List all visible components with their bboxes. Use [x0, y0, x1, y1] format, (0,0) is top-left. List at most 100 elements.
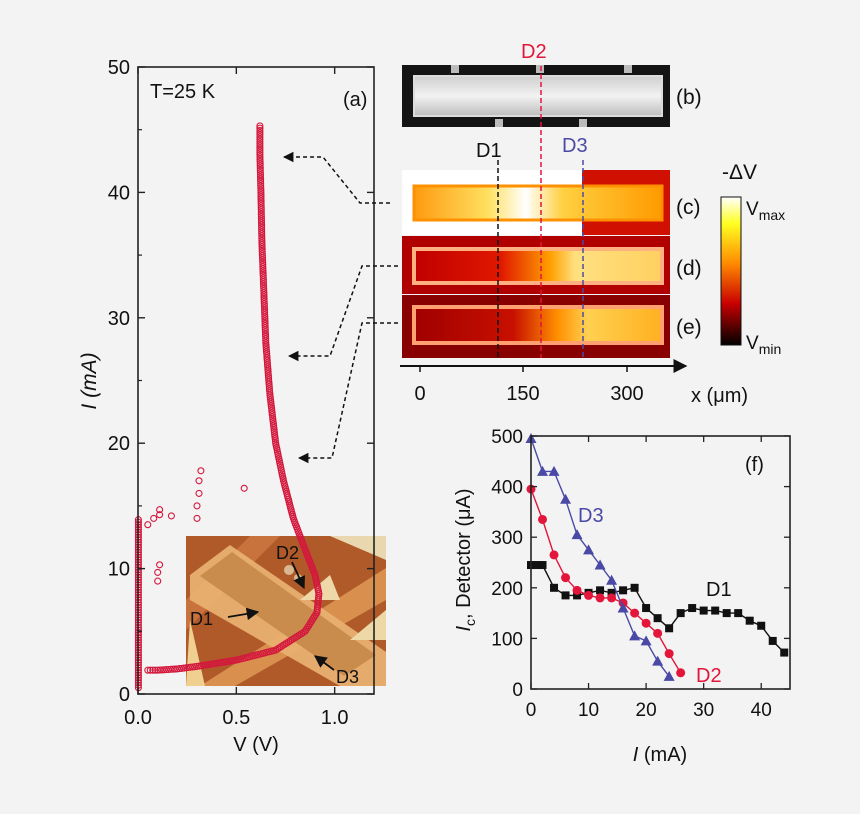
plot-a-ytick-label: 0 [119, 684, 130, 706]
iv-data-point [266, 393, 274, 401]
data-point [537, 465, 549, 476]
iv-data-point [265, 385, 273, 393]
plot-f-ytick-label: 200 [491, 579, 523, 600]
iv-data-point [262, 343, 270, 351]
iv-data-point [259, 276, 267, 284]
plot-f-ytick-label: 300 [491, 528, 523, 549]
dashed-arrow-d [287, 265, 398, 362]
iv-data-point [262, 334, 270, 343]
dashed-arrow-e [297, 322, 398, 464]
data-point [630, 583, 639, 592]
image-b-strip [413, 75, 663, 117]
iv-data-point [271, 435, 279, 443]
iv-data-point [256, 153, 264, 161]
plot-a-ytick-label: 50 [108, 57, 130, 79]
data-point [538, 514, 548, 524]
iv-data-point [256, 140, 264, 148]
iv-data-point [266, 389, 274, 397]
iv-data-point [193, 514, 201, 522]
image-b-pad [579, 119, 587, 127]
iv-data-point [256, 146, 264, 154]
data-point [629, 630, 641, 641]
data-point [573, 591, 582, 600]
curve-to-image-arrows [282, 151, 398, 464]
iv-data-point [258, 252, 266, 260]
iv-data-point [258, 243, 266, 251]
iv-data-point [258, 254, 267, 262]
iv-data-point [197, 467, 205, 475]
iv-data-point [256, 137, 264, 146]
iv-data-point [258, 232, 266, 240]
iv-data-point [256, 142, 264, 150]
iv-data-point [279, 641, 287, 649]
inset-label-d3: D3 [336, 667, 359, 687]
colorbar-min: Vmin [746, 333, 781, 357]
plot-a-ylabel: I (mA) [78, 352, 101, 409]
iv-data-point [154, 577, 162, 585]
iv-data-point [257, 177, 265, 185]
detector-label-d3: D3 [562, 135, 588, 157]
image-b-pad [624, 65, 632, 73]
iv-data-point [269, 413, 277, 421]
plot-a-xlabel: V (V) [233, 734, 279, 756]
colorbar: -ΔV Vmax Vmin [720, 161, 785, 357]
data-point [619, 586, 628, 595]
plot-f-xtick-label: 30 [693, 700, 714, 721]
iv-data-point [257, 208, 265, 216]
panel-f-label: (f) [745, 454, 764, 476]
iv-data-point [259, 267, 267, 275]
iv-data-point [195, 489, 203, 497]
colorbar-max: Vmax [746, 199, 785, 223]
data-point [642, 604, 651, 613]
series-line [530, 488, 682, 674]
iv-data-point [144, 666, 152, 674]
iv-data-point [256, 124, 264, 132]
data-point [607, 593, 617, 603]
colorbar-title: -ΔV [722, 161, 757, 184]
iv-data-point [256, 149, 264, 157]
iv-data-point [260, 300, 268, 308]
iv-data-point [273, 645, 282, 653]
data-point [538, 561, 547, 570]
plot-a-xtick-label: 0.0 [124, 707, 152, 729]
iv-data-point [277, 643, 285, 651]
iv-data-point [256, 144, 264, 152]
iv-data-point [144, 521, 152, 529]
data-point [550, 583, 559, 592]
image-b-pad [536, 65, 544, 73]
iv-data-point [146, 666, 154, 674]
data-point [653, 614, 662, 623]
iv-data-point [256, 135, 264, 143]
iv-data-point [156, 561, 164, 569]
data-point [745, 616, 754, 625]
iv-data-point [193, 502, 201, 510]
inset-label-d2: D2 [276, 543, 299, 563]
iv-data-point [257, 175, 265, 183]
iv-data-point [269, 420, 277, 428]
panel-e-label: (e) [676, 316, 702, 339]
iv-data-point [169, 665, 177, 673]
image-x-label: x (μm) [691, 385, 748, 407]
data-point [676, 668, 686, 678]
data-point [734, 609, 743, 618]
iv-data-point [257, 186, 265, 194]
iv-data-point [256, 166, 264, 174]
series-label-d3: D3 [578, 505, 604, 527]
iv-data-point [262, 345, 270, 353]
image-b-pad [495, 119, 503, 127]
panel-a-label: (a) [343, 89, 367, 111]
iv-data-point [165, 665, 173, 674]
inset-arrow-d3 [313, 655, 335, 671]
plot-f-series [525, 433, 789, 681]
data-point [653, 628, 663, 638]
iv-data-point [260, 289, 268, 297]
iv-data-point [256, 162, 264, 170]
plot-a-ytick-label: 30 [108, 308, 130, 330]
panel-f-critical-current: 0 100 200 300 400 500 0 10 20 30 40 (f) I (mA) Ic,… [453, 427, 791, 766]
iv-data-point [256, 173, 265, 181]
image-b-pad [451, 65, 459, 73]
data-point [583, 544, 595, 555]
iv-data-point [256, 168, 264, 177]
data-point [663, 670, 675, 681]
